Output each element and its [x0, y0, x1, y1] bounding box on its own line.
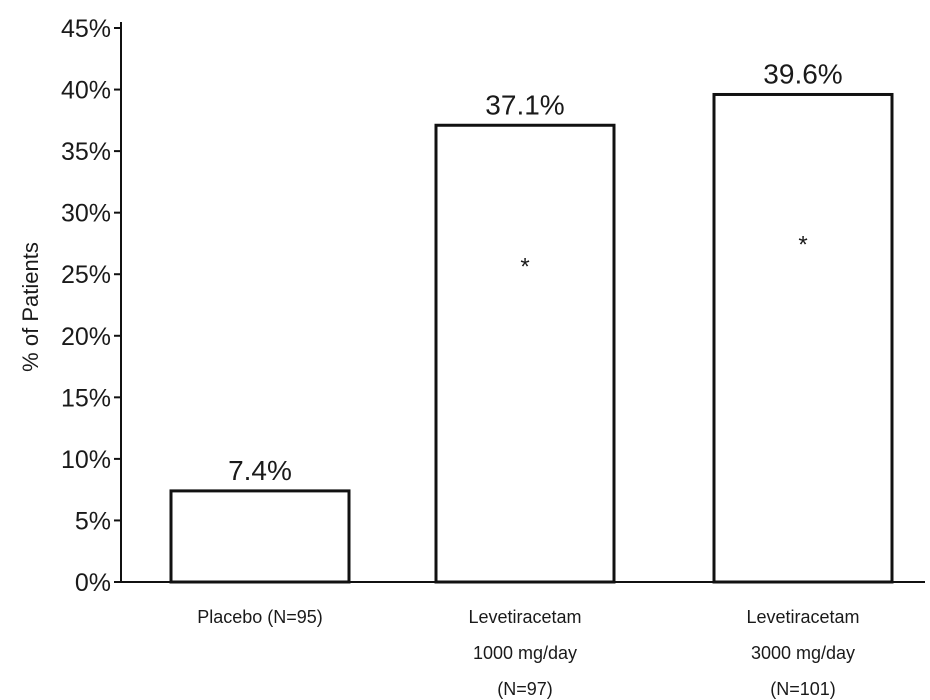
bar-value-label: 37.1% — [485, 89, 564, 120]
y-tick-label: 15% — [61, 384, 111, 412]
x-category-label: (N=101) — [770, 679, 836, 699]
significance-marker: * — [798, 232, 807, 259]
bar — [169, 489, 351, 584]
y-tick-label: 25% — [61, 261, 111, 289]
y-tick-label: 5% — [75, 507, 111, 535]
x-category-label: Placebo (N=95) — [197, 607, 323, 627]
y-tick-label: 0% — [75, 569, 111, 597]
y-axis-title: % of Patients — [18, 242, 43, 372]
y-axis: 0% 5% 10% 15% 20% 25% 30% 35% 40% 45% — [61, 15, 925, 597]
x-category-label: 3000 mg/day — [751, 643, 855, 663]
bar — [434, 123, 616, 584]
x-category-label: (N=97) — [497, 679, 553, 699]
bar-value-label: 7.4% — [228, 455, 292, 486]
x-axis-labels: Placebo (N=95) Levetiracetam 1000 mg/day (N… — [197, 607, 859, 699]
y-tick-label: 10% — [61, 446, 111, 474]
x-category-label: Levetiracetam — [746, 607, 859, 627]
y-tick-label: 20% — [61, 323, 111, 351]
y-tick-label: 35% — [61, 138, 111, 166]
bar-value-label: 39.6% — [763, 58, 842, 89]
significance-marker: * — [520, 253, 529, 280]
y-tick-label: 30% — [61, 200, 111, 228]
x-category-label: 1000 mg/day — [473, 643, 577, 663]
bar — [712, 92, 894, 584]
y-tick-label: 45% — [61, 15, 111, 43]
y-tick-label: 40% — [61, 77, 111, 105]
bars: 7.4% 37.1% * 39.6% * — [169, 58, 894, 584]
x-category-label: Levetiracetam — [468, 607, 581, 627]
